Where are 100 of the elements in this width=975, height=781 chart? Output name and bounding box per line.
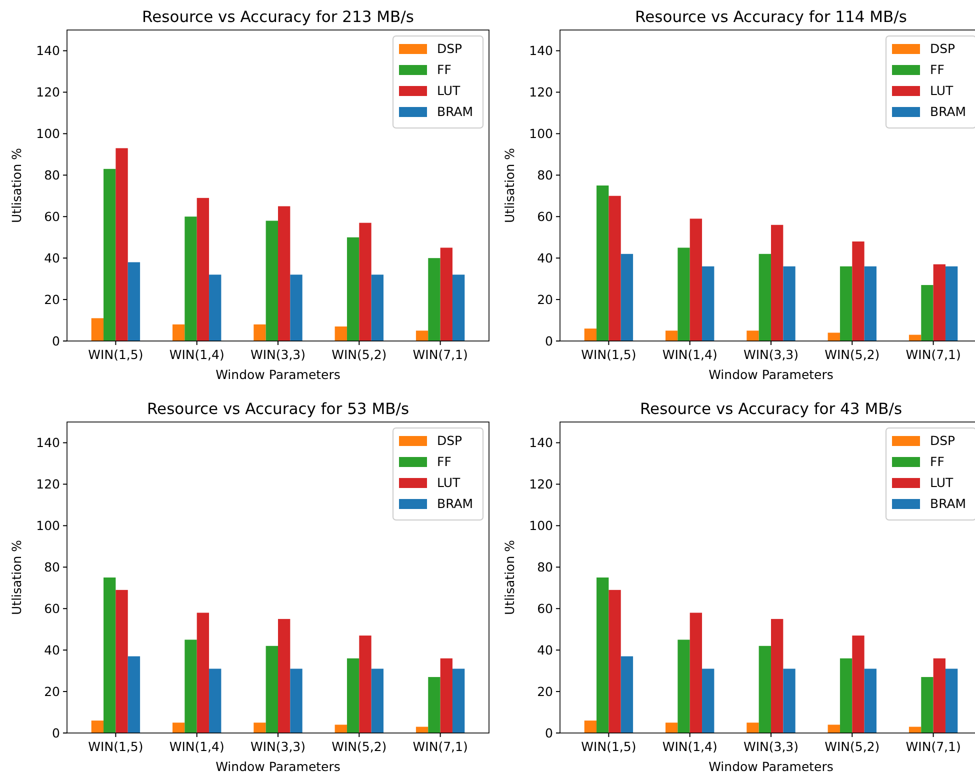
- bar: [584, 720, 597, 733]
- bar: [783, 668, 796, 733]
- bar: [584, 328, 597, 341]
- legend-label: FF: [930, 454, 944, 469]
- y-tick-label: 80: [44, 560, 60, 575]
- bar: [278, 206, 290, 341]
- x-axis-title: Window Parameters: [708, 759, 834, 774]
- bar: [334, 326, 347, 341]
- x-tick-label: WIN(5,2): [824, 347, 880, 362]
- y-tick-label: 0: [52, 725, 60, 740]
- bar: [254, 722, 266, 733]
- bar: [452, 668, 465, 733]
- y-tick-label: 100: [529, 518, 554, 534]
- x-tick-label: WIN(1,4): [662, 739, 718, 754]
- x-tick-label: WIN(7,1): [906, 347, 961, 362]
- bar: [359, 222, 372, 341]
- bar: [758, 646, 771, 733]
- bar: [666, 722, 678, 733]
- x-axis-title: Window Parameters: [708, 367, 834, 382]
- bar: [116, 148, 128, 341]
- bar: [371, 274, 384, 341]
- x-tick-label: WIN(1,4): [662, 347, 718, 362]
- y-tick-label: 80: [537, 168, 554, 183]
- bar: [184, 216, 197, 341]
- y-tick-label: 120: [529, 84, 554, 100]
- chart-title: Resource vs Accuracy for 114 MB/s: [635, 8, 907, 26]
- y-tick-label: 120: [36, 84, 60, 100]
- y-tick-label: 100: [36, 518, 60, 534]
- bar: [852, 636, 864, 733]
- y-tick-label: 100: [36, 126, 60, 142]
- bar: [690, 612, 702, 733]
- bar: [428, 258, 440, 341]
- bar: [278, 618, 290, 733]
- legend-label: DSP: [930, 433, 956, 448]
- bar: [359, 636, 372, 733]
- y-tick-label: 60: [44, 600, 60, 616]
- x-tick-label: WIN(1,5): [581, 739, 636, 754]
- bar: [945, 266, 958, 341]
- x-tick-label: WIN(3,3): [743, 347, 799, 362]
- bar: [172, 324, 185, 341]
- y-tick-label: 0: [545, 333, 554, 348]
- x-tick-label: WIN(1,5): [88, 347, 144, 362]
- bar: [828, 724, 840, 733]
- bar: [746, 722, 759, 733]
- bar: [783, 266, 796, 341]
- y-tick-label: 20: [537, 292, 554, 307]
- bar: [266, 220, 278, 341]
- bar: [933, 658, 946, 733]
- legend-label: LUT: [930, 83, 954, 98]
- x-tick-label: WIN(1,4): [169, 739, 224, 754]
- bar: [184, 640, 197, 733]
- bar: [921, 677, 934, 733]
- x-axis-title: Window Parameters: [216, 759, 340, 774]
- chart-title: Resource vs Accuracy for 53 MB/s: [146, 400, 410, 418]
- bar: [128, 656, 140, 733]
- y-tick-label: 140: [529, 43, 554, 58]
- bar: [290, 668, 302, 733]
- legend-label: DSP: [437, 41, 463, 56]
- legend-label: DSP: [930, 41, 956, 56]
- legend-label: BRAM: [930, 496, 966, 511]
- legend-label: LUT: [930, 475, 954, 490]
- bar: [416, 330, 428, 341]
- bar: [758, 254, 771, 341]
- bar: [864, 668, 876, 733]
- y-tick-label: 20: [44, 684, 60, 699]
- bar: [116, 590, 128, 733]
- x-tick-label: WIN(1,4): [169, 347, 224, 362]
- y-tick-label: 140: [36, 435, 60, 450]
- y-axis-title: Utlisation %: [502, 540, 517, 615]
- x-tick-label: WIN(5,2): [332, 347, 387, 362]
- bar: [172, 722, 185, 733]
- bar: [209, 668, 222, 733]
- y-axis-title: Utlisation %: [9, 540, 24, 615]
- x-tick-label: WIN(3,3): [250, 347, 306, 362]
- legend-label: BRAM: [437, 104, 474, 119]
- bar: [608, 590, 621, 733]
- bar: [771, 618, 784, 733]
- bar: [440, 248, 452, 341]
- bar: [945, 668, 958, 733]
- y-tick-label: 40: [537, 642, 554, 658]
- y-tick-label: 20: [537, 684, 554, 699]
- bar: [620, 656, 634, 733]
- bar: [266, 646, 278, 733]
- bar: [371, 668, 384, 733]
- bar: [346, 658, 360, 733]
- legend-label: BRAM: [930, 104, 966, 119]
- bar: [334, 724, 347, 733]
- bar: [864, 266, 876, 341]
- bar: [620, 254, 634, 341]
- y-tick-label: 20: [44, 292, 60, 307]
- legend-label: LUT: [437, 83, 460, 98]
- x-tick-label: WIN(7,1): [906, 739, 961, 754]
- y-tick-label: 40: [44, 642, 60, 658]
- y-tick-label: 80: [537, 560, 554, 575]
- y-tick-label: 140: [529, 435, 554, 450]
- y-tick-label: 140: [36, 43, 60, 58]
- bar: [196, 198, 210, 341]
- legend-label: DSP: [437, 433, 463, 448]
- bar: [690, 218, 702, 341]
- bar: [840, 658, 852, 733]
